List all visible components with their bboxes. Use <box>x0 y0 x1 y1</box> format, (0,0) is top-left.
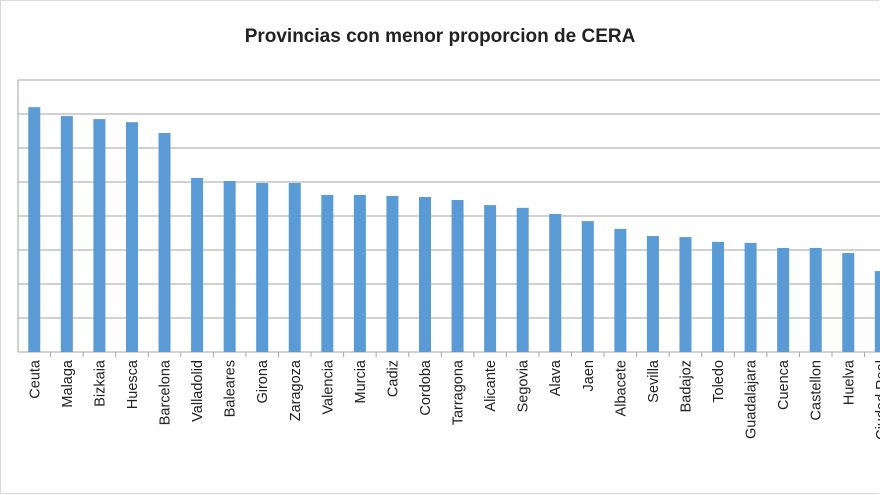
x-tick-label: Guadalajara <box>744 359 760 439</box>
bar-alicante <box>484 205 497 352</box>
bar-segovia <box>516 207 529 352</box>
x-tick-label: Segovia <box>516 359 532 412</box>
bar-badajoz <box>679 237 692 352</box>
x-tick-label: Sevilla <box>646 359 662 403</box>
bar-ceuta <box>28 107 41 352</box>
x-tick-label: Bizkaia <box>92 359 108 407</box>
x-tick-label: Murcia <box>353 359 369 403</box>
x-tick-label: Albacete <box>613 360 629 416</box>
bar-valladolid <box>191 177 204 352</box>
bar-girona <box>256 183 269 352</box>
chart-title: Provincias con menor proporcion de CERA <box>244 26 636 47</box>
bar-malaga <box>60 116 73 352</box>
x-tick-label: Valencia <box>320 359 336 414</box>
x-tick-label: Cadiz <box>385 360 401 397</box>
x-tick-label: Badajoz <box>678 360 694 412</box>
x-tick-label: Toledo <box>711 360 727 403</box>
bar-murcia <box>353 194 366 352</box>
x-tick-label: Cuenca <box>776 359 792 410</box>
bar-bizkaia <box>93 119 106 352</box>
x-tick-label: Girona <box>255 359 271 403</box>
x-tick-label: Zaragoza <box>288 359 304 421</box>
bar-cuenca <box>777 247 790 352</box>
bar-baleares <box>223 180 236 352</box>
bar-zaragoza <box>288 183 301 352</box>
x-tick-label: Ceuta <box>27 359 43 399</box>
x-tick-label: Alava <box>548 359 564 396</box>
bar-valencia <box>321 194 334 352</box>
bar-tarragona <box>451 200 464 352</box>
bar-castellon <box>809 247 822 352</box>
x-tick-label: Huelva <box>841 359 857 405</box>
x-tick-label: Barcelona <box>158 359 174 425</box>
x-tick-label: Cordoba <box>418 359 434 416</box>
bar-sevilla <box>646 236 659 352</box>
bar-albacete <box>614 228 627 352</box>
bar-huelva <box>842 253 855 352</box>
x-tick-label: Valladolid <box>190 360 206 422</box>
x-tick-label: Castellon <box>809 360 825 420</box>
bar-jaen <box>581 221 594 352</box>
bar-huesca <box>125 122 138 352</box>
bar-ciudad-real <box>874 271 880 352</box>
x-tick-label: Baleares <box>223 360 239 417</box>
x-tick-label: Ciudad Real <box>874 360 880 440</box>
x-tick-label: Huesca <box>125 359 141 409</box>
x-tick-label: Alicante <box>483 360 499 412</box>
bar-alava <box>549 213 562 352</box>
bar-cordoba <box>419 196 431 352</box>
x-tick-label: Jaen <box>581 360 597 391</box>
bar-toledo <box>712 241 725 352</box>
bar-cadiz <box>386 195 399 352</box>
x-tick-label: Malaga <box>60 359 76 407</box>
bar-barcelona <box>158 133 171 352</box>
x-tick-label: Tarragona <box>451 359 467 425</box>
bar-guadalajara <box>744 242 757 352</box>
